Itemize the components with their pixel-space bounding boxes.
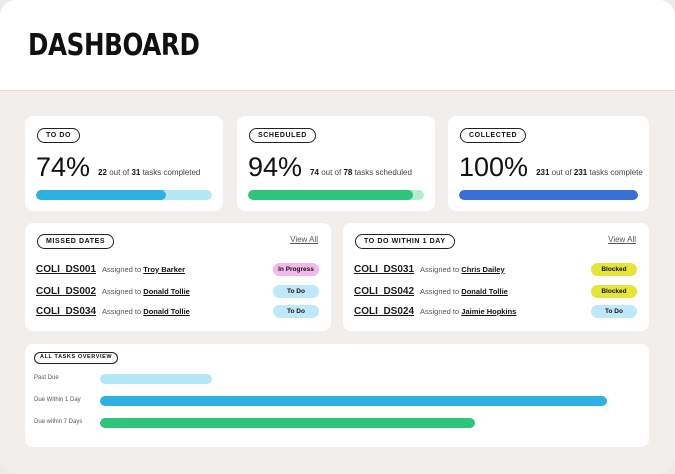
task-assignee: Assigned to Donald Tollie xyxy=(420,286,508,296)
overview-row-label: Past Due xyxy=(34,375,59,381)
scheduled-label: Scheduled xyxy=(249,128,316,143)
task-id-link[interactable]: COLI_DS031 xyxy=(354,263,415,275)
todo-description: 22 out of 31 tasks completed xyxy=(98,168,201,177)
scheduled-description: 74 out of 78 tasks scheduled xyxy=(310,168,412,177)
todo-progress-bar xyxy=(36,190,212,200)
missed-dates-card: MISSED DATES View All COLI_DS001 Assigne… xyxy=(25,223,331,331)
collected-description: 231 out of 231 tasks complete xyxy=(536,168,643,177)
overview-bar xyxy=(100,396,607,406)
overview-row-label: Due Within 1 Day xyxy=(34,397,81,403)
task-assignee: Assigned to Chris Dailey xyxy=(420,264,505,274)
status-badge: To Do xyxy=(591,304,637,318)
assignee-link[interactable]: Donald Tollie xyxy=(143,306,190,316)
task-id-link[interactable]: COLI_DS024 xyxy=(354,305,415,317)
collected-percent: 100% xyxy=(459,152,529,182)
scheduled-stat-card: Scheduled 94% 74 out of 78 tasks schedul… xyxy=(237,116,435,211)
task-row[interactable]: COLI_DS034 Assigned to Donald Tollie To … xyxy=(36,304,319,318)
assignee-link[interactable]: Donald Tollie xyxy=(461,286,508,296)
overview-row-due-7-days: Due within 7 Days xyxy=(34,418,637,428)
within-view-all-link[interactable]: View All xyxy=(608,235,636,244)
task-id-link[interactable]: COLI_DS034 xyxy=(36,305,97,317)
status-badge: Blocked xyxy=(591,284,637,298)
task-assignee: Assigned to Donald Tollie xyxy=(102,306,190,316)
overview-label: ALL TASKS OVERVIEW xyxy=(34,352,119,364)
task-assignee: Assigned to Jaimie Hopkins xyxy=(420,306,517,316)
status-badge: To Do xyxy=(273,284,319,298)
collected-stat-card: Collected 100% 231 out of 231 tasks comp… xyxy=(448,116,649,211)
task-row[interactable]: COLI_DS031 Assigned to Chris Dailey Bloc… xyxy=(354,262,637,276)
task-id-link[interactable]: COLI_DS042 xyxy=(354,285,415,297)
todo-within-day-card: TO DO WITHIN 1 DAY View All COLI_DS031 A… xyxy=(343,223,649,331)
assignee-link[interactable]: Jaimie Hopkins xyxy=(461,306,517,316)
page-title: DASHBOARD xyxy=(28,28,200,63)
assignee-link[interactable]: Donald Tollie xyxy=(143,286,190,296)
collected-progress-bar xyxy=(459,190,638,200)
todo-label: TO DO xyxy=(37,128,81,143)
todo-within-day-label: TO DO WITHIN 1 DAY xyxy=(355,234,455,249)
task-assignee: Assigned to Troy Barker xyxy=(102,264,185,274)
task-id-link[interactable]: COLI_DS002 xyxy=(36,285,97,297)
scheduled-percent: 94% xyxy=(248,152,303,182)
assignee-link[interactable]: Chris Dailey xyxy=(461,264,505,274)
collected-label: Collected xyxy=(460,128,527,143)
task-row[interactable]: COLI_DS001 Assigned to Troy Barker In Pr… xyxy=(36,262,319,276)
all-tasks-overview-card: ALL TASKS OVERVIEW Past Due Due Within 1… xyxy=(25,344,649,447)
task-assignee: Assigned to Donald Tollie xyxy=(102,286,190,296)
overview-row-due-1-day: Due Within 1 Day xyxy=(34,396,637,406)
overview-bar xyxy=(100,418,476,428)
overview-row-past-due: Past Due xyxy=(34,374,637,384)
task-row[interactable]: COLI_DS002 Assigned to Donald Tollie To … xyxy=(36,284,319,298)
missed-dates-label: MISSED DATES xyxy=(37,234,115,249)
status-badge: In Progress xyxy=(273,262,319,276)
header: DASHBOARD xyxy=(0,0,675,91)
assignee-link[interactable]: Troy Barker xyxy=(143,264,185,274)
task-row[interactable]: COLI_DS042 Assigned to Donald Tollie Blo… xyxy=(354,284,637,298)
overview-row-label: Due within 7 Days xyxy=(34,419,83,425)
todo-percent: 74% xyxy=(36,152,91,182)
status-badge: To Do xyxy=(273,304,319,318)
task-id-link[interactable]: COLI_DS001 xyxy=(36,263,97,275)
scheduled-progress-bar xyxy=(248,190,424,200)
todo-stat-card: TO DO 74% 22 out of 31 tasks completed xyxy=(25,116,223,211)
status-badge: Blocked xyxy=(591,262,637,276)
overview-bar xyxy=(100,374,212,384)
task-row[interactable]: COLI_DS024 Assigned to Jaimie Hopkins To… xyxy=(354,304,637,318)
missed-view-all-link[interactable]: View All xyxy=(290,235,318,244)
